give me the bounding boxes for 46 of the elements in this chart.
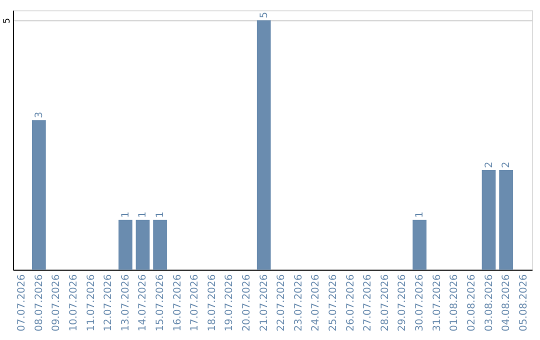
- x-tick-label: 03.08.2026: [484, 274, 495, 332]
- bar: [32, 120, 46, 270]
- bar: [118, 220, 132, 270]
- x-tick-label: 28.07.2026: [380, 274, 391, 332]
- data-label: 3: [34, 112, 45, 118]
- x-tick-label: 11.07.2026: [86, 274, 97, 332]
- x-tick-label: 22.07.2026: [276, 274, 288, 332]
- x-tick-label: 20.07.2026: [242, 274, 253, 332]
- data-label: 5: [258, 12, 270, 18]
- x-tick-label: 31.07.2026: [432, 274, 443, 332]
- x-tick-label: 05.08.2026: [518, 274, 530, 332]
- x-tick-label: 19.07.2026: [224, 274, 236, 332]
- x-tick-label: 25.07.2026: [328, 274, 340, 332]
- x-tick-label: 08.07.2026: [34, 274, 45, 332]
- x-tick-label: 23.07.2026: [293, 274, 304, 332]
- x-tick-label: 15.07.2026: [155, 274, 166, 332]
- x-tick-label: 13.07.2026: [120, 274, 132, 332]
- bar: [499, 170, 513, 270]
- x-tick-label: 04.08.2026: [501, 274, 512, 332]
- bar: [153, 220, 167, 270]
- bar: [136, 220, 150, 270]
- x-tick-label: 12.07.2026: [103, 274, 114, 332]
- bar: [412, 220, 426, 270]
- x-tick-label: 24.07.2026: [310, 274, 322, 332]
- x-tick-label: 21.07.2026: [258, 274, 270, 332]
- x-tick-label: 10.07.2026: [68, 274, 80, 332]
- bar: [482, 170, 496, 270]
- x-tick-label: 02.08.2026: [466, 274, 478, 332]
- x-tick-label: 29.07.2026: [397, 274, 408, 332]
- x-tick-label: 01.08.2026: [449, 274, 460, 332]
- bar: [256, 20, 271, 270]
- data-label: 1: [138, 212, 149, 218]
- x-tick-label: 07.07.2026: [16, 274, 28, 332]
- data-label: 2: [501, 162, 512, 168]
- x-tick-label: 27.07.2026: [362, 274, 374, 332]
- x-tick-label: 09.07.2026: [51, 274, 62, 332]
- x-tick-label: 17.07.2026: [190, 274, 201, 332]
- x-tick-label: 30.07.2026: [414, 274, 426, 332]
- x-tick-label: 26.07.2026: [345, 274, 356, 332]
- x-tick-label: 18.07.2026: [206, 274, 218, 332]
- data-label: 1: [414, 212, 426, 218]
- x-tick-label: 14.07.2026: [138, 274, 149, 332]
- data-label: 2: [484, 162, 495, 168]
- data-label: 1: [120, 212, 132, 218]
- data-label: 1: [155, 212, 166, 218]
- x-tick-label: 16.07.2026: [172, 274, 184, 332]
